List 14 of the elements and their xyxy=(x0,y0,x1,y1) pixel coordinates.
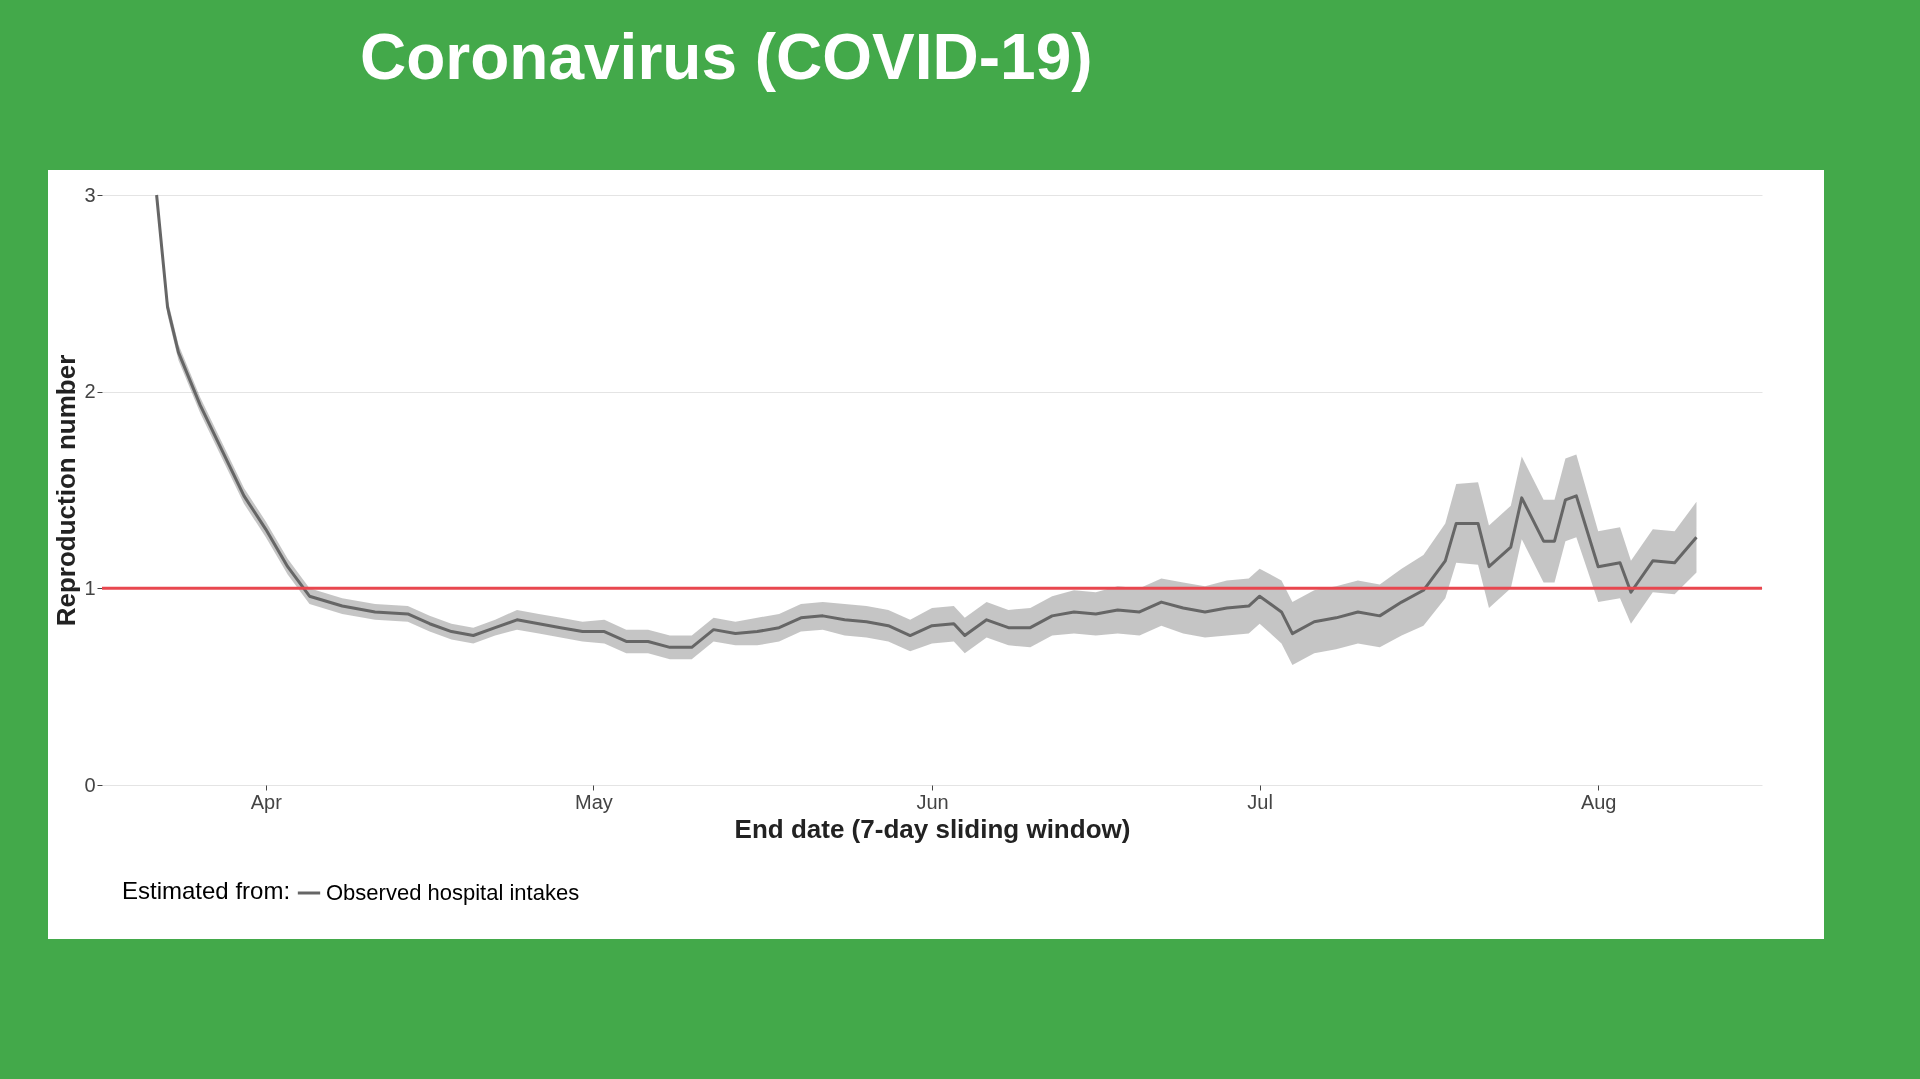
y-tick-label: 2 xyxy=(84,380,96,403)
legend-label: Observed hospital intakes xyxy=(326,880,580,905)
y-tick-label: 0 xyxy=(84,773,96,796)
chart-title: Coronavirus (COVID-19) xyxy=(359,20,1094,95)
y-tick-label: 1 xyxy=(84,576,96,599)
x-tick-label: May xyxy=(575,790,613,813)
y-axis-title: Reproduction number xyxy=(51,354,82,627)
y-tick-label: 3 xyxy=(84,183,96,206)
x-axis-title: End date (7-day sliding window) xyxy=(734,813,1131,844)
x-tick-label: Jun xyxy=(916,790,949,813)
x-tick-label: Apr xyxy=(250,790,283,813)
x-tick-label: Aug xyxy=(1580,790,1617,813)
legend-title: Estimated from: xyxy=(122,877,291,904)
x-tick-label: Jul xyxy=(1247,790,1273,813)
